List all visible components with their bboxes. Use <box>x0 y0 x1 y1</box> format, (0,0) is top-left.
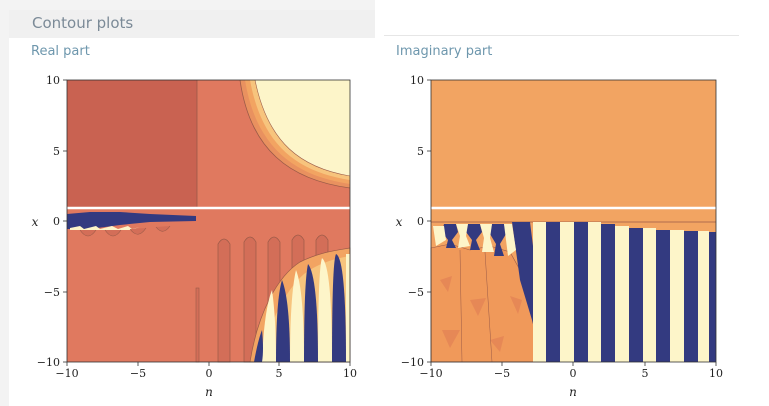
imag-xlabel: n <box>569 385 577 399</box>
imag-stripe <box>533 222 546 362</box>
section-header <box>9 10 375 38</box>
imag-ytick-2: 5 <box>417 145 424 158</box>
real-xtick-1: −10 <box>55 367 78 380</box>
imag-xtick-2: −5 <box>494 367 510 380</box>
real-xtick-4: 5 <box>276 367 283 380</box>
imag-ytick-1: 10 <box>410 74 424 87</box>
real-ytick-4: −5 <box>44 286 60 299</box>
real-ytick-3: 0 <box>53 215 60 228</box>
real-ytick-5: −10 <box>37 356 60 369</box>
real-navy-wedge <box>67 212 196 229</box>
imaginary-part-title: Imaginary part <box>396 44 493 59</box>
real-xtick-2: −5 <box>130 367 146 380</box>
imaginary-part-contour-plot: −10 −5 0 5 10 10 5 0 −5 −10 n x <box>396 74 723 399</box>
imag-ytick-3: 0 <box>417 215 424 228</box>
imag-xtick-3: 0 <box>570 367 577 380</box>
imag-ytick-4: −5 <box>408 286 424 299</box>
real-xlabel: n <box>205 385 213 399</box>
imag-xtick-5: 10 <box>709 367 723 380</box>
section-title: Contour plots <box>32 14 134 32</box>
real-part-title: Real part <box>31 44 90 59</box>
divider-line <box>384 35 739 36</box>
imag-xtick-1: −10 <box>419 367 442 380</box>
imag-ylabel: x <box>396 215 403 229</box>
real-region-cream <box>255 80 350 176</box>
real-xtick-5: 10 <box>343 367 357 380</box>
real-ytick-2: 5 <box>53 145 60 158</box>
real-part-contour-plot: −10 −5 0 5 10 10 5 0 −5 −10 n x <box>32 74 357 399</box>
real-ylabel: x <box>32 215 39 229</box>
imag-xtick-4: 5 <box>642 367 649 380</box>
real-region-dark <box>67 80 197 208</box>
imag-ytick-5: −10 <box>401 356 424 369</box>
real-ytick-1: 10 <box>46 74 60 87</box>
real-xtick-3: 0 <box>206 367 213 380</box>
